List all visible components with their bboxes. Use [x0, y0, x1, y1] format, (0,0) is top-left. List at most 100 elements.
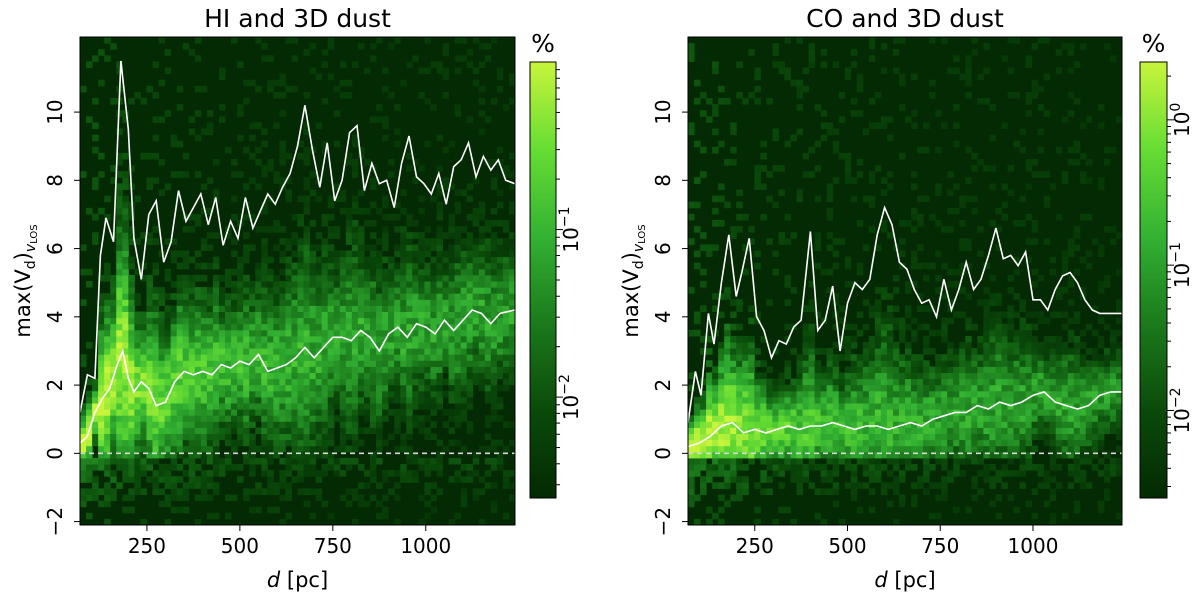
heatmap-cell: [736, 348, 743, 355]
heatmap-cell: [394, 470, 401, 477]
heatmap-cell: [255, 446, 262, 453]
heatmap-cell: [905, 379, 912, 386]
heatmap-cell: [231, 342, 238, 349]
heatmap-cell: [213, 287, 220, 294]
heatmap-cell: [797, 129, 804, 136]
heatmap-cell: [766, 434, 773, 441]
heatmap-cell: [851, 177, 858, 184]
heatmap-cell: [730, 397, 737, 404]
heatmap-cell: [225, 330, 232, 337]
heatmap-cell: [400, 342, 407, 349]
heatmap-cell: [382, 440, 389, 447]
heatmap-cell: [328, 397, 335, 404]
heatmap-cell: [1007, 275, 1014, 282]
heatmap-cell: [923, 379, 930, 386]
heatmap-cell: [273, 122, 280, 129]
heatmap-cell: [869, 305, 876, 312]
heatmap-cell: [766, 464, 773, 471]
heatmap-cell: [436, 257, 443, 264]
heatmap-cell: [815, 366, 822, 373]
heatmap-cell: [736, 385, 743, 392]
heatmap-cell: [225, 269, 232, 276]
heatmap-cell: [911, 251, 918, 258]
heatmap-cell: [503, 251, 510, 258]
heatmap-cell: [977, 458, 984, 465]
heatmap-cell: [285, 37, 292, 44]
heatmap-cell: [92, 427, 99, 434]
heatmap-cell: [388, 281, 395, 288]
heatmap-cell: [845, 153, 852, 160]
heatmap-cell: [851, 482, 858, 489]
heatmap-cell: [485, 226, 492, 233]
heatmap-cell: [406, 379, 413, 386]
heatmap-cell: [851, 440, 858, 447]
heatmap-cell: [797, 385, 804, 392]
heatmap-cell: [803, 171, 810, 178]
heatmap-cell: [821, 427, 828, 434]
heatmap-cell: [790, 397, 797, 404]
heatmap-cell: [207, 287, 214, 294]
heatmap-cell: [225, 348, 232, 355]
heatmap-cell: [110, 354, 117, 361]
heatmap-cell: [772, 464, 779, 471]
heatmap-cell: [491, 98, 498, 105]
heatmap-cell: [827, 440, 834, 447]
heatmap-cell: [146, 440, 153, 447]
heatmap-cell: [304, 147, 311, 154]
heatmap-cell: [887, 397, 894, 404]
heatmap-cell: [905, 446, 912, 453]
heatmap-cell: [1038, 421, 1045, 428]
heatmap-cell: [766, 385, 773, 392]
heatmap-cell: [1001, 342, 1008, 349]
heatmap-cell: [443, 281, 450, 288]
heatmap-cell: [977, 366, 984, 373]
heatmap-cell: [700, 397, 707, 404]
heatmap-cell: [159, 299, 166, 306]
heatmap-cell: [418, 269, 425, 276]
heatmap-cell: [815, 263, 822, 270]
heatmap-cell: [159, 324, 166, 331]
heatmap-cell: [911, 415, 918, 422]
heatmap-cell: [821, 434, 828, 441]
heatmap-cell: [418, 299, 425, 306]
heatmap-cell: [803, 360, 810, 367]
heatmap-cell: [1032, 464, 1039, 471]
heatmap-cell: [189, 421, 196, 428]
heatmap-cell: [503, 257, 510, 264]
heatmap-cell: [1014, 391, 1021, 398]
heatmap-cell: [237, 476, 244, 483]
heatmap-cell: [815, 104, 822, 111]
heatmap-cell: [189, 226, 196, 233]
heatmap-cell: [358, 427, 365, 434]
heatmap-cell: [893, 348, 900, 355]
heatmap-cell: [370, 305, 377, 312]
heatmap-cell: [249, 415, 256, 422]
heatmap-cell: [340, 257, 347, 264]
heatmap-cell: [322, 446, 329, 453]
heatmap-cell: [467, 263, 474, 270]
heatmap-cell: [971, 427, 978, 434]
heatmap-cell: [718, 196, 725, 203]
heatmap-cell: [923, 342, 930, 349]
heatmap-cell: [827, 196, 834, 203]
heatmap-cell: [887, 379, 894, 386]
heatmap-cell: [778, 403, 785, 410]
heatmap-cell: [497, 263, 504, 270]
heatmap-cell: [1007, 190, 1014, 197]
heatmap-cell: [1062, 354, 1069, 361]
heatmap-cell: [977, 159, 984, 166]
heatmap-cell: [291, 293, 298, 300]
heatmap-cell: [815, 434, 822, 441]
heatmap-cell: [742, 336, 749, 343]
heatmap-cell: [237, 366, 244, 373]
heatmap-cell: [935, 110, 942, 117]
heatmap-cell: [370, 330, 377, 337]
heatmap-cell: [911, 263, 918, 270]
heatmap-cell: [394, 397, 401, 404]
heatmap-cell: [899, 440, 906, 447]
heatmap-cell: [827, 458, 834, 465]
heatmap-cell: [134, 336, 141, 343]
heatmap-cell: [159, 366, 166, 373]
heatmap-cell: [845, 171, 852, 178]
heatmap-cell: [358, 275, 365, 282]
